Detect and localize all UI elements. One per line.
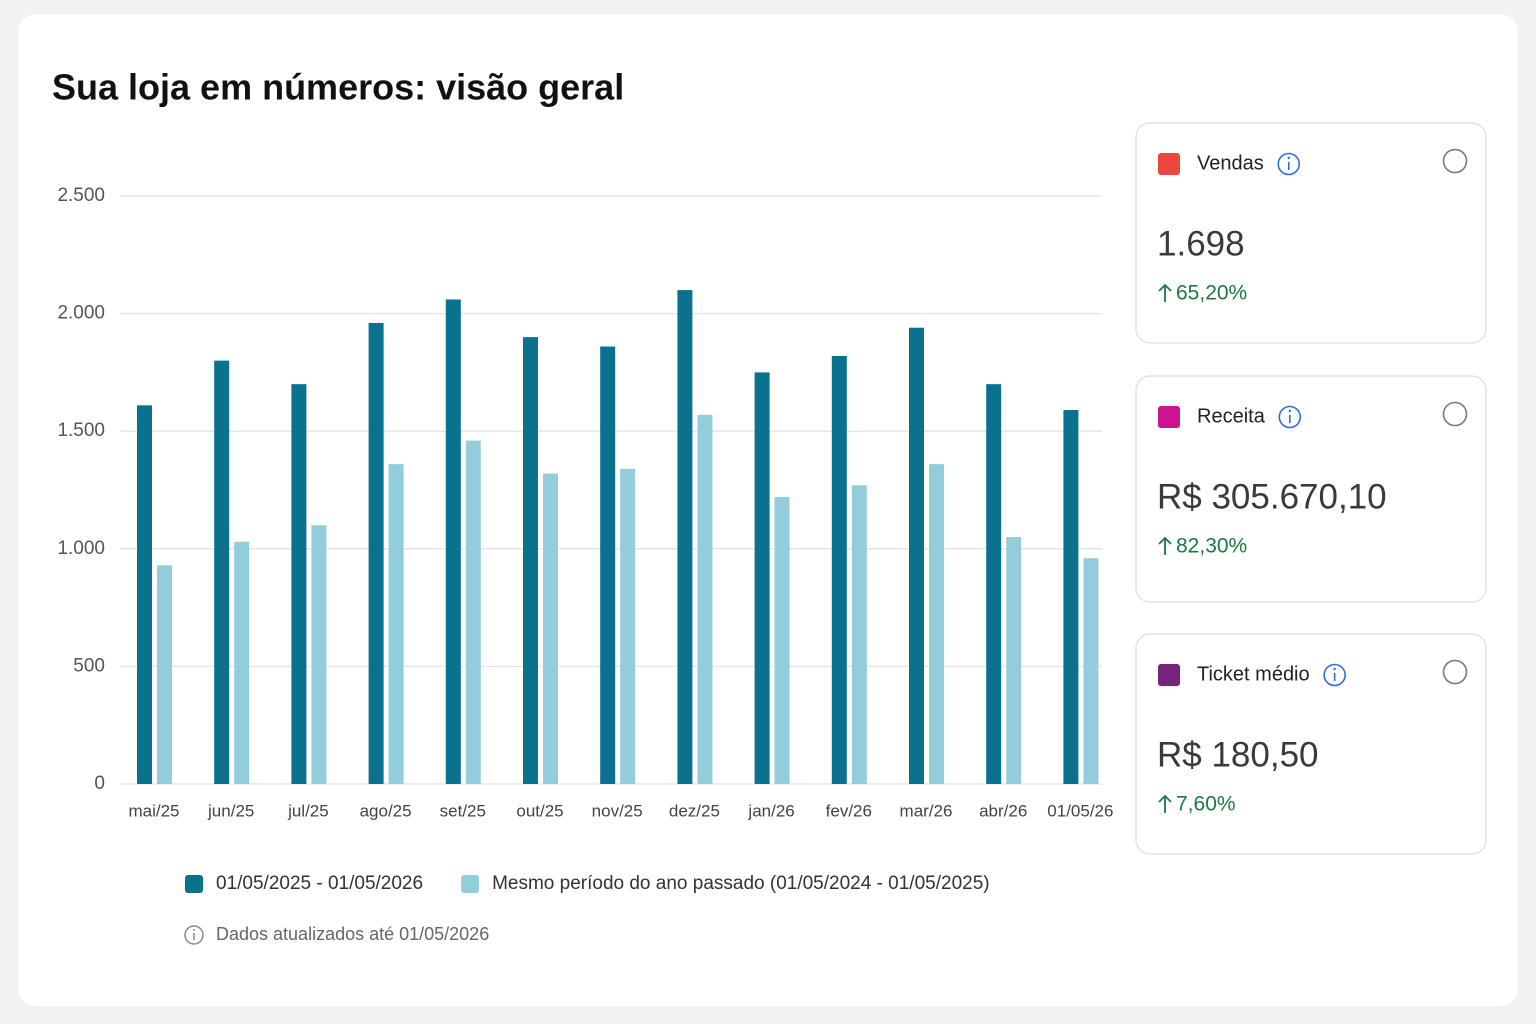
select-radio[interactable] [1442,401,1468,427]
bar [1063,410,1079,784]
info-icon [184,925,204,945]
x-tick-label: dez/25 [669,801,720,820]
x-tick-label: abr/26 [979,801,1027,820]
info-button-dot [1288,409,1292,413]
info-button-dot [1287,156,1290,160]
select-radio[interactable] [1442,659,1468,685]
bar [754,372,770,784]
chart-title: Sua loja em números: visão geral [52,67,624,108]
bar [1083,558,1099,784]
y-tick-label: 500 [73,655,105,676]
y-tick-label: 1.000 [57,538,105,559]
bar [677,290,693,784]
metric-swatch [1158,664,1180,686]
metric-title: Ticket médio [1197,663,1310,685]
y-tick-label: 2.500 [57,185,105,206]
up-arrow [1158,283,1172,302]
bar [291,384,307,784]
metric-change: 7,60% [1176,793,1236,816]
metric-title: Receita [1197,405,1266,427]
bar [697,414,713,784]
bar [368,323,384,784]
y-tick-label: 2.000 [57,303,105,324]
x-tick-label: ago/25 [360,801,412,820]
info-button-dot [1333,667,1336,671]
metric-change: 65,20% [1176,282,1247,305]
bar [929,464,944,784]
metric-swatch [1158,406,1180,428]
bar [214,360,230,784]
metric-title: Vendas [1197,152,1264,174]
bar [465,440,481,784]
x-tick-label: 01/05/26 [1047,801,1113,820]
bar [986,384,1002,784]
x-tick-label: jun/25 [207,801,254,820]
info-icon-dot [193,929,195,931]
bar [831,355,847,784]
bar [620,468,636,784]
legend-swatch [185,875,203,893]
bar [909,327,924,784]
up-arrow [1158,794,1172,813]
up-arrow [1158,536,1172,555]
metric-card [1135,633,1487,855]
x-tick-label: jul/25 [287,801,329,820]
metric-value: R$ 180,50 [1157,735,1319,774]
bar [1006,537,1022,784]
x-tick-label: set/25 [440,801,486,820]
x-tick-label: mai/25 [128,801,179,820]
metric-swatch [1158,153,1180,175]
y-tick-label: 1.500 [57,420,105,441]
metric-value: R$ 305.670,10 [1157,477,1387,516]
legend-label: 01/05/2025 - 01/05/2026 [216,873,423,894]
bar [157,565,172,784]
metric-change: 82,30% [1176,535,1247,558]
bar [774,497,790,784]
bar [137,405,152,784]
update-note: Dados atualizados até 01/05/2026 [216,924,489,944]
bar [388,464,404,784]
x-tick-label: fev/26 [826,801,872,820]
legend-label: Mesmo período do ano passado (01/05/2024… [492,873,990,894]
bar [523,337,538,784]
metric-card [1135,122,1487,344]
metric-value: 1.698 [1157,224,1245,263]
y-tick-label: 0 [94,773,105,794]
bar [311,525,327,784]
bar [234,541,250,784]
x-tick-label: out/25 [516,801,563,820]
legend-swatch [461,875,480,893]
bar [600,346,616,784]
bar [445,299,461,784]
metric-card [1135,375,1487,603]
select-radio[interactable] [1442,148,1468,174]
bar [851,485,867,784]
x-tick-label: mar/26 [900,801,953,820]
x-tick-label: nov/25 [592,801,643,820]
x-tick-label: jan/26 [747,801,794,820]
bar [543,473,558,784]
